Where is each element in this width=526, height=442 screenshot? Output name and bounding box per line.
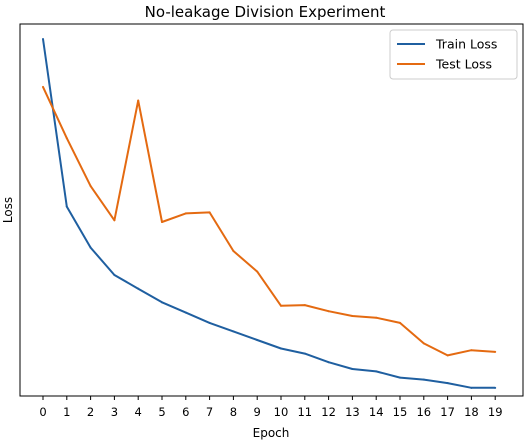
data-point	[89, 185, 92, 188]
data-point	[470, 349, 473, 352]
x-tick-label: 18	[464, 405, 479, 419]
data-point	[351, 368, 354, 371]
data-point	[65, 137, 68, 140]
data-point	[375, 370, 378, 373]
data-point	[184, 212, 187, 215]
x-tick-label: 3	[111, 405, 118, 419]
data-point	[89, 246, 92, 249]
data-point	[446, 354, 449, 357]
data-point	[208, 211, 211, 214]
data-point	[327, 361, 330, 364]
x-axis-label: Epoch	[253, 426, 290, 440]
x-tick-label: 1	[63, 405, 70, 419]
x-tick-label: 15	[393, 405, 408, 419]
data-point	[65, 205, 68, 208]
x-tick-label: 17	[440, 405, 455, 419]
data-point	[113, 219, 116, 222]
x-tick-label: 12	[321, 405, 336, 419]
x-tick-label: 16	[416, 405, 431, 419]
data-point	[280, 304, 282, 307]
legend: Train Loss Test Loss	[389, 29, 518, 80]
data-point	[232, 330, 235, 333]
plot-frame	[19, 23, 524, 397]
data-point	[280, 347, 282, 350]
data-point	[161, 301, 163, 304]
data-point	[399, 376, 401, 379]
data-point	[161, 220, 163, 223]
series-line-1	[42, 86, 496, 357]
x-tick-label: 6	[182, 405, 189, 419]
series-line-0	[42, 38, 496, 389]
data-point	[494, 386, 497, 389]
y-axis-label: Loss	[1, 197, 15, 223]
x-tick-label: 8	[230, 405, 237, 419]
data-point	[327, 310, 330, 313]
x-tick-label: 4	[135, 405, 142, 419]
legend-box	[389, 29, 518, 80]
data-point	[494, 350, 497, 353]
data-point	[137, 287, 140, 290]
data-point	[137, 99, 140, 102]
data-point	[42, 38, 44, 40]
data-point	[208, 321, 211, 324]
x-tick-label: 7	[206, 405, 213, 419]
data-point	[470, 386, 473, 389]
x-tick-label: 13	[345, 405, 360, 419]
data-point	[422, 342, 425, 345]
legend-label: Test Loss	[435, 57, 492, 72]
data-point	[232, 250, 235, 253]
legend-label: Train Loss	[435, 37, 497, 52]
data-point	[375, 316, 378, 319]
x-tick-label: 5	[158, 405, 165, 419]
x-tick-label: 2	[87, 405, 94, 419]
x-tick-label: 0	[39, 405, 46, 419]
x-tick-label: 19	[488, 405, 503, 419]
chart-title: No-leakage Division Experiment	[145, 3, 386, 21]
data-point	[422, 378, 425, 381]
data-point	[303, 352, 306, 355]
x-tick-label: 9	[254, 405, 261, 419]
data-point	[303, 304, 306, 307]
x-tick-label: 14	[369, 405, 384, 419]
x-tick-label: 11	[297, 405, 312, 419]
x-tick-label: 10	[274, 405, 289, 419]
data-point	[184, 311, 187, 314]
data-point	[113, 273, 116, 276]
data-point	[256, 338, 259, 341]
data-point	[351, 315, 354, 318]
data-point	[446, 382, 449, 385]
data-point	[256, 270, 259, 273]
data-point	[42, 85, 44, 88]
x-axis: 0 1 2 3 4 5 6 7 8 9 10 11 12 13 14 15 16 17 18 19	[39, 396, 503, 419]
data-point	[399, 321, 401, 324]
series-group	[42, 38, 497, 389]
